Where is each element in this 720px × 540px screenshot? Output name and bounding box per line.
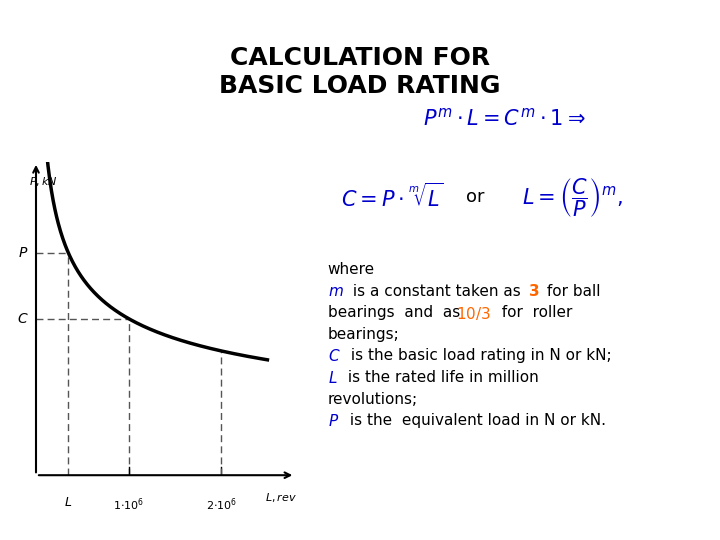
Text: $C = P \cdot \sqrt[m]{L}$: $C = P \cdot \sqrt[m]{L}$ (341, 183, 444, 211)
Text: $C$: $C$ (328, 348, 340, 364)
Text: CALCULATION FOR
BASIC LOAD RATING: CALCULATION FOR BASIC LOAD RATING (220, 46, 500, 98)
Text: is the basic load rating in N or kN;: is the basic load rating in N or kN; (346, 348, 611, 363)
Text: $m$: $m$ (328, 284, 343, 299)
Text: $L, rev$: $L, rev$ (265, 491, 297, 504)
Text: $P^{m} \cdot L = C^{m} \cdot 1 \Rightarrow$: $P^{m} \cdot L = C^{m} \cdot 1 \Rightarr… (423, 108, 585, 130)
Text: $P, kN$: $P, kN$ (29, 175, 58, 188)
Text: $P$: $P$ (328, 413, 339, 429)
Text: where: where (328, 262, 374, 277)
Text: $L = \left(\dfrac{C}{P}\right)^{m},$: $L = \left(\dfrac{C}{P}\right)^{m},$ (522, 176, 623, 219)
Text: revolutions;: revolutions; (328, 392, 418, 407)
Text: or: or (466, 188, 485, 206)
Text: bearings;: bearings; (328, 327, 400, 342)
Text: $P$: $P$ (18, 246, 29, 260)
Text: $1{\cdot}10^6$: $1{\cdot}10^6$ (113, 496, 144, 512)
Text: is a constant taken as: is a constant taken as (348, 284, 526, 299)
Text: $C$: $C$ (17, 312, 29, 326)
Text: is the rated life in million: is the rated life in million (343, 370, 539, 385)
Text: $\mathbf{3}$: $\mathbf{3}$ (528, 284, 539, 300)
Text: for  roller: for roller (492, 305, 572, 320)
Text: for ball: for ball (542, 284, 600, 299)
Text: $\mathit{10/3}$: $\mathit{10/3}$ (456, 305, 491, 322)
Text: bearings  and  as: bearings and as (328, 305, 464, 320)
Text: is the  equivalent load in N or kN.: is the equivalent load in N or kN. (345, 413, 606, 428)
Text: $L$: $L$ (64, 496, 73, 509)
Text: $2{\cdot}10^6$: $2{\cdot}10^6$ (205, 496, 237, 512)
Text: $L$: $L$ (328, 370, 337, 386)
